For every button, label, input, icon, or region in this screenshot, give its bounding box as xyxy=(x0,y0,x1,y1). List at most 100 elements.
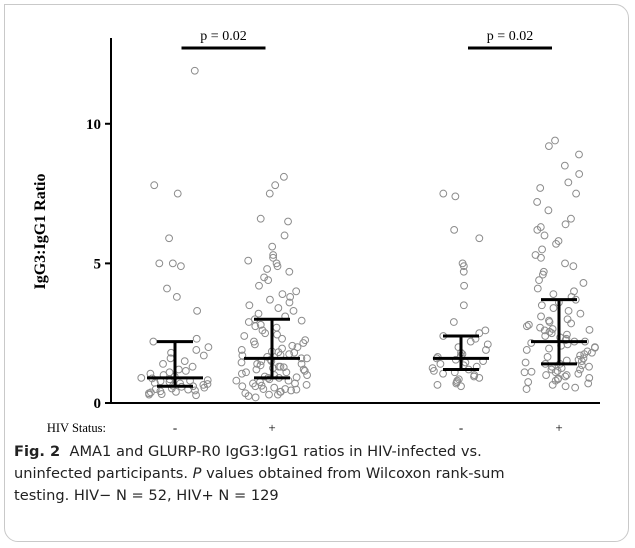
data-point xyxy=(240,332,249,340)
data-point xyxy=(269,251,278,259)
data-point xyxy=(299,365,308,374)
data-point xyxy=(540,231,549,240)
group-label: AMA1 xyxy=(204,439,244,440)
data-point xyxy=(577,361,586,370)
data-point xyxy=(273,262,282,271)
data-point xyxy=(137,373,146,382)
data-point xyxy=(537,312,545,321)
y-tick-label: 0 xyxy=(94,396,102,412)
data-point xyxy=(258,326,267,335)
data-point xyxy=(255,281,263,290)
data-point xyxy=(244,392,253,400)
data-point xyxy=(537,253,545,262)
data-point xyxy=(260,273,269,282)
data-point xyxy=(439,189,448,198)
data-point xyxy=(457,382,465,391)
data-point xyxy=(256,361,265,370)
data-point xyxy=(475,373,484,382)
data-point xyxy=(269,253,277,262)
data-point xyxy=(564,306,573,315)
data-point xyxy=(549,304,558,312)
data-point xyxy=(292,373,301,382)
data-point xyxy=(289,306,298,315)
data-points xyxy=(137,66,599,402)
data-point xyxy=(303,371,311,379)
data-point xyxy=(192,391,200,400)
data-point xyxy=(527,367,536,376)
data-point xyxy=(567,319,576,328)
data-point xyxy=(585,325,594,334)
data-point xyxy=(190,66,199,75)
data-point xyxy=(475,234,484,243)
data-point xyxy=(180,357,189,366)
data-point xyxy=(584,379,593,388)
data-point xyxy=(297,316,306,325)
data-point xyxy=(300,366,309,375)
data-point xyxy=(261,329,270,338)
data-point xyxy=(429,366,438,375)
data-point xyxy=(470,372,478,381)
data-point xyxy=(524,320,533,329)
data-point xyxy=(564,178,573,187)
data-point xyxy=(460,281,469,290)
data-point xyxy=(191,386,199,395)
y-tick-label: 10 xyxy=(86,117,101,133)
data-point xyxy=(560,161,569,170)
caption-text-3: testing. HIV− N = 52, HIV+ N = 129 xyxy=(14,487,279,504)
p-value-label: p = 0.02 xyxy=(487,29,533,44)
data-point xyxy=(270,383,279,392)
data-point xyxy=(545,344,553,353)
data-point xyxy=(576,309,585,318)
data-point xyxy=(245,301,254,310)
data-point xyxy=(521,358,530,367)
data-point xyxy=(181,366,190,375)
data-point xyxy=(278,334,286,343)
data-point xyxy=(172,292,181,301)
data-point xyxy=(551,136,559,145)
chart: 0 5 10 IgG3:IgG1 Ratio HIV Status: - + AMA1 p =… xyxy=(32,29,600,440)
data-point xyxy=(150,181,159,190)
data-point xyxy=(203,376,212,385)
data-point xyxy=(251,393,260,402)
data-point xyxy=(466,337,475,346)
y-tick-label: 5 xyxy=(94,256,102,272)
data-point xyxy=(579,279,588,287)
data-point xyxy=(580,350,589,359)
data-point xyxy=(538,270,547,279)
data-point xyxy=(433,380,442,389)
data-point xyxy=(449,318,458,326)
data-point xyxy=(257,381,266,390)
data-point xyxy=(273,330,281,339)
caption-text-1: AMA1 and GLURP-R0 IgG3:IgG1 ratios in HI… xyxy=(69,443,482,460)
data-point xyxy=(290,348,299,357)
data-point xyxy=(548,380,557,389)
data-point xyxy=(533,198,542,206)
data-point xyxy=(159,360,167,368)
data-point xyxy=(545,142,553,151)
data-point xyxy=(292,385,301,394)
data-point xyxy=(553,366,562,375)
data-point xyxy=(157,390,166,398)
figure-label: Fig. 2 xyxy=(14,443,61,460)
data-point xyxy=(561,259,569,268)
chart-labels: HIV Status: - + AMA1 p = 0.02 - + GLURP-R0 p = 0… xyxy=(47,29,563,440)
data-point xyxy=(536,184,545,192)
data-point xyxy=(263,265,272,273)
data-point xyxy=(237,358,246,367)
data-point xyxy=(237,346,246,354)
data-point xyxy=(520,368,529,377)
data-point xyxy=(279,363,288,372)
data-point xyxy=(297,360,306,368)
figure-frame xyxy=(4,4,629,542)
data-point xyxy=(537,301,546,310)
data-point xyxy=(554,237,563,245)
data-point xyxy=(172,387,180,396)
data-point xyxy=(543,353,552,361)
data-point xyxy=(237,369,246,378)
data-point xyxy=(271,181,280,190)
data-point xyxy=(193,306,202,315)
caption-line-1: Fig. 2 AMA1 and GLURP-R0 IgG3:IgG1 ratio… xyxy=(14,441,619,463)
data-point xyxy=(274,348,283,357)
hiv-status-value: - xyxy=(173,420,177,435)
data-point xyxy=(574,369,583,378)
